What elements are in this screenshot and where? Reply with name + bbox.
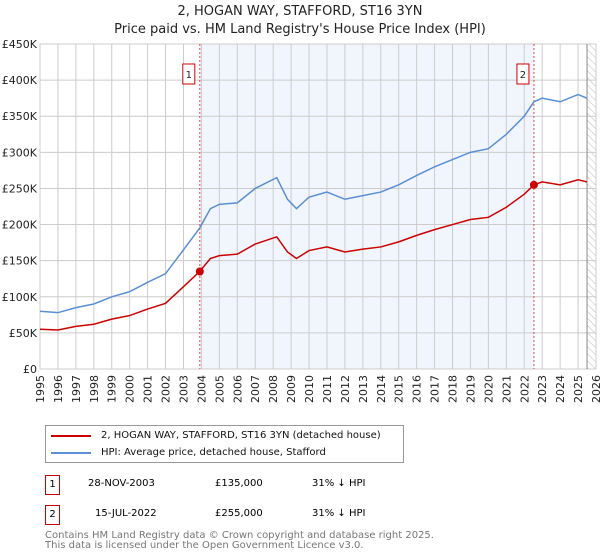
x-tick-label: 2025 xyxy=(572,375,585,403)
sale-marker-box xyxy=(516,63,530,85)
sale-point xyxy=(195,267,204,276)
x-tick-label: 1998 xyxy=(88,375,101,403)
y-tick-label: £300K xyxy=(2,146,38,159)
copyright-text: Contains HM Land Registry data © Crown c… xyxy=(45,530,434,541)
x-tick-label: 2013 xyxy=(357,375,370,403)
sale-date: 28-NOV-2003 xyxy=(88,478,155,489)
x-tick-label: 2016 xyxy=(411,375,424,403)
x-tick-label: 2019 xyxy=(464,375,477,403)
sale-marker-badge: 2 xyxy=(45,505,60,525)
legend-swatch-blue xyxy=(51,452,91,454)
x-tick-label: 2023 xyxy=(536,375,549,403)
sale-marker-badge: 1 xyxy=(45,475,60,495)
x-tick-label: 2007 xyxy=(249,375,262,403)
legend-label: 2, HOGAN WAY, STAFFORD, ST16 3YN (detach… xyxy=(101,430,381,441)
x-tick-label: 2000 xyxy=(124,375,137,403)
y-tick-label: £250K xyxy=(2,182,38,195)
x-tick-label: 2024 xyxy=(554,375,567,403)
footer: Contains HM Land Registry data © Crown c… xyxy=(45,531,434,551)
x-tick-label: 1996 xyxy=(52,375,65,403)
x-tick-label: 2026 xyxy=(590,375,600,403)
x-tick-label: 2002 xyxy=(160,375,173,403)
x-tick-label: 2010 xyxy=(303,375,316,403)
chart-title: 2, HOGAN WAY, STAFFORD, ST16 3YN xyxy=(177,4,423,19)
sale-date: 15-JUL-2022 xyxy=(95,508,157,519)
x-tick-label: 2017 xyxy=(429,375,442,403)
sale-row: 2 15-JUL-2022 £255,000 31% ↓ HPI xyxy=(45,505,405,525)
sale-marker-label: 2 xyxy=(520,70,526,81)
x-tick-label: 2006 xyxy=(231,375,244,403)
x-tick-label: 2012 xyxy=(339,375,352,403)
sale-hpi-delta: 31% ↓ HPI xyxy=(312,478,366,489)
y-tick-label: £150K xyxy=(2,255,38,268)
sale-price: £255,000 xyxy=(215,508,263,519)
x-tick-label: 2020 xyxy=(482,375,495,403)
y-tick-label: £450K xyxy=(2,38,38,51)
legend-label: HPI: Average price, detached house, Staf… xyxy=(101,447,326,458)
x-tick-label: 2008 xyxy=(267,375,280,403)
x-tick-label: 2004 xyxy=(195,375,208,403)
x-tick-label: 2015 xyxy=(393,375,406,403)
x-tick-label: 2022 xyxy=(518,375,531,403)
y-tick-label: £100K xyxy=(2,291,38,304)
sale-marker-label: 1 xyxy=(186,70,192,81)
x-tick-label: 2014 xyxy=(375,375,388,403)
price-chart: 1995 1996 1997 1998 1999 2000 2001 2002 2003 2004… xyxy=(2,38,600,403)
series-line xyxy=(39,179,588,331)
y-tick-label: £400K xyxy=(2,74,38,87)
y-tick-label: £50K xyxy=(9,327,38,340)
y-tick-label: £0 xyxy=(23,363,37,376)
x-tick-label: 2021 xyxy=(500,375,513,403)
sale-hpi-delta: 31% ↓ HPI xyxy=(312,508,366,519)
licence-text: This data is licensed under the Open Gov… xyxy=(45,540,364,551)
x-tick-label: 2011 xyxy=(321,375,334,403)
chart-subtitle: Price paid vs. HM Land Registry's House … xyxy=(114,22,486,37)
x-tick-label: 1999 xyxy=(106,375,119,403)
y-tick-label: £200K xyxy=(2,219,38,232)
forecast-hatch xyxy=(587,44,596,369)
sale-period-shading xyxy=(199,44,534,369)
x-tick-label: 2018 xyxy=(447,375,460,403)
sale-row: 1 28-NOV-2003 £135,000 31% ↓ HPI xyxy=(45,475,405,495)
x-tick-label: 2009 xyxy=(285,375,298,403)
x-tick-label: 1995 xyxy=(34,375,47,403)
series-line xyxy=(39,93,588,314)
x-tick-label: 2001 xyxy=(142,375,155,403)
sale-price: £135,000 xyxy=(215,478,263,489)
x-tick-label: 2003 xyxy=(177,375,190,403)
y-tick-label: £350K xyxy=(2,110,38,123)
x-tick-label: 1997 xyxy=(70,375,83,403)
sale-marker-box xyxy=(182,63,196,85)
legend-swatch-red xyxy=(51,435,91,437)
legend: 2, HOGAN WAY, STAFFORD, ST16 3YN (detach… xyxy=(45,425,404,463)
x-tick-label: 2005 xyxy=(213,375,226,403)
sale-point xyxy=(529,180,538,189)
